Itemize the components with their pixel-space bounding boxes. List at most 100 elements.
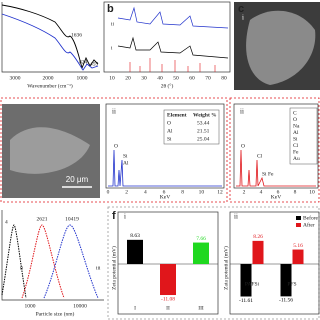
value-label: -11.61 — [239, 298, 253, 304]
scale-label: 20 μm — [66, 175, 89, 184]
axis-title: Zata potential (mV) — [222, 246, 229, 290]
peak-label: 2621 — [37, 216, 48, 222]
sem-panel: c i — [234, 2, 320, 90]
size-curve — [1, 224, 27, 299]
peak-label: 1636 — [71, 32, 82, 38]
axis — [117, 211, 219, 315]
tick-label: 10 — [109, 75, 115, 81]
tick-label: 12 — [217, 189, 223, 195]
peak-label: Si — [123, 153, 128, 159]
table-cell: O — [167, 120, 171, 126]
axis — [105, 103, 225, 189]
tick-label: 2000 — [43, 75, 54, 81]
axis-title: KeV — [160, 194, 170, 200]
tick-label: 10000 — [73, 303, 87, 309]
particle — [10, 127, 90, 174]
xrd-panel: b ii i 10 20 30 40 50 60 70 80 2θ (°) — [103, 1, 231, 89]
ftir-curve — [1, 4, 99, 70]
tick-label: 6 — [277, 189, 280, 195]
x-tick-label: PAFSi — [245, 281, 260, 287]
frame — [229, 97, 320, 203]
panel-label: c — [238, 3, 244, 15]
particle — [246, 10, 316, 85]
table-cell: C — [293, 110, 297, 116]
tick-label: 10 — [199, 189, 205, 195]
tick-label: 30 — [141, 75, 147, 81]
sub-label: i — [242, 14, 244, 22]
tick-label: 8 — [181, 189, 184, 195]
value-label: 7.66 — [196, 236, 206, 242]
bar — [252, 240, 264, 264]
x-tick-label: III — [198, 305, 204, 311]
axis-title: KeV — [271, 194, 281, 200]
frame — [107, 206, 320, 320]
axis — [229, 211, 320, 315]
tick-label: 1000 — [25, 303, 36, 309]
ftir-panel: 1636 824 459 3000 2000 1000 Wavenumber (… — [1, 2, 100, 89]
peak-label: 459 — [90, 61, 99, 67]
bar — [193, 242, 209, 264]
legend-label: Before — [303, 214, 319, 221]
bar — [127, 239, 143, 264]
curve-label: iii — [96, 265, 101, 271]
table-cell: Na — [293, 123, 300, 129]
axis-title: Wavenumber (cm⁻¹) — [27, 82, 73, 89]
table-cell: Fe — [293, 149, 299, 155]
tick-label: 70 — [205, 75, 211, 81]
table-header: Weight % — [193, 112, 217, 118]
tick-label: 50 — [173, 75, 179, 81]
value-label: 5.16 — [293, 243, 303, 249]
panel-label: ii — [240, 108, 244, 116]
eds-spectrum — [108, 149, 222, 187]
xrd-curve — [117, 36, 229, 59]
legend-swatch — [296, 223, 301, 227]
peak-label: Al — [123, 160, 129, 166]
peak-label: O — [241, 143, 245, 149]
tick-label: 4 — [260, 189, 263, 195]
size-panel: 4 2621 10419 ii iii 1000 10000 Particle … — [1, 210, 104, 317]
value-label: 8.26 — [253, 234, 263, 240]
tick-label: 2 — [243, 189, 246, 195]
frame — [0, 97, 228, 203]
curve-label: ii — [20, 265, 24, 271]
axis-title: Particle size (nm) — [36, 310, 75, 317]
table-cell: Au — [293, 156, 300, 162]
peak-label: Si Fe — [262, 171, 274, 177]
tick-label: 8 — [294, 189, 297, 195]
tick-label: 3000 — [10, 75, 21, 81]
tick-label: 60 — [189, 75, 195, 81]
value-label: -11.08 — [161, 296, 175, 302]
tick-label: 0 — [107, 189, 110, 195]
table-cell: Si — [293, 136, 298, 142]
ftir-curve — [1, 13, 99, 71]
axis — [1, 210, 104, 301]
reference-lines — [129, 58, 216, 72]
tick-label: 6 — [163, 189, 166, 195]
table-cell: 21.51 — [197, 128, 210, 134]
table — [289, 107, 318, 165]
peak-label: 824 — [79, 59, 88, 65]
bar — [240, 264, 252, 297]
panel-label: f — [112, 210, 116, 222]
axis-title: 2θ (°) — [161, 82, 174, 89]
table-cell: 53.44 — [197, 120, 210, 126]
x-tick-label: PFS — [287, 281, 296, 287]
peak-label: Cl — [257, 153, 263, 159]
table-cell: 25.04 — [197, 136, 210, 142]
peak-label: 4 — [5, 219, 8, 225]
curve-label: i — [111, 45, 113, 51]
table-cell: Al — [167, 128, 173, 134]
panel-label: b — [107, 3, 114, 15]
size-curve — [43, 224, 99, 299]
tick-label: 10 — [309, 189, 315, 195]
table-cell: O — [293, 117, 297, 123]
size-curve — [21, 224, 65, 299]
bar — [160, 264, 176, 296]
eds-spectrum — [236, 149, 316, 187]
x-tick-label: II — [166, 305, 170, 311]
table-cell: Al — [293, 130, 299, 136]
value-label: 8.63 — [130, 233, 140, 239]
tick-label: 20 — [125, 75, 131, 81]
